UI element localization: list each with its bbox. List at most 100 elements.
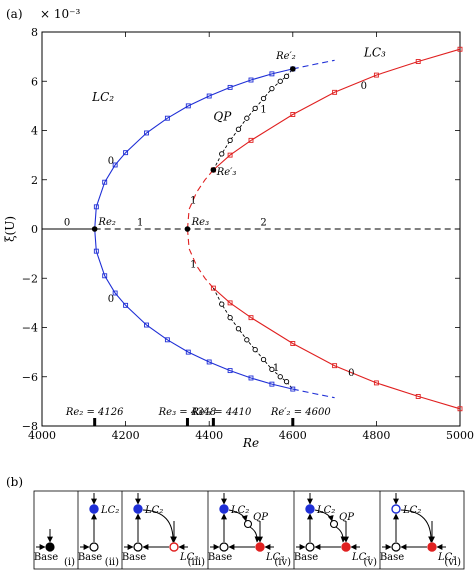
- critical-value-label: Re₃ = 4348: [158, 407, 217, 418]
- lc3-node-label: LC₃: [265, 552, 284, 563]
- qp-node: [243, 519, 253, 529]
- lc3-data-point: [415, 59, 421, 64]
- lc2-data-point: [227, 368, 233, 374]
- cell-roman-label: (iii): [188, 557, 205, 568]
- qp-data-point: [244, 115, 250, 121]
- x-tick-label: 4000: [28, 429, 56, 442]
- lc2-node: [391, 504, 401, 514]
- re3-point: [184, 226, 191, 232]
- lc2-node: [305, 504, 315, 514]
- qp-data-point: [252, 347, 258, 353]
- cell-roman-label: (v): [364, 557, 378, 568]
- lc2-lower-unstable-line: [292, 388, 335, 399]
- base-node: [391, 542, 401, 552]
- portrait-frame: [33, 490, 465, 570]
- qp-data-point: [252, 105, 258, 111]
- portrait-cell: Base LC₂ LC₃(vi): [379, 491, 461, 569]
- lc2-data-point: [93, 248, 99, 254]
- unstable-count-label: 0: [108, 294, 114, 305]
- base-node-label: Base: [380, 552, 404, 563]
- panel-b-label: (b): [6, 475, 23, 489]
- lc3-data-point: [210, 285, 216, 291]
- cell-roman-label: (iv): [274, 557, 291, 568]
- y-tick-label: −6: [22, 371, 38, 384]
- labels-layer: LC₂ LC₃ QP Re₂ Re₃ Re′₃ Re′₂ 0 1 2 0 0 1 1 0 0 1 1 Re₂ = 4…: [64, 46, 386, 426]
- lc2-node-label: LC₂: [144, 505, 163, 516]
- qp-data-point: [283, 73, 290, 79]
- qp-data-point: [269, 366, 275, 373]
- lc3-curve-label: LC₃: [363, 46, 386, 60]
- lc2-data-point: [227, 84, 233, 90]
- y-tick-label: 8: [31, 26, 38, 39]
- y-tick-label: −4: [22, 322, 38, 335]
- lc2-data-point: [102, 273, 108, 279]
- y-tick-label: 0: [31, 223, 38, 236]
- re3-prime-label: Re′₃: [216, 167, 237, 178]
- qp-lower-line: [213, 287, 294, 390]
- portrait-cell: Base LC₂ LC₃ QP (v): [293, 491, 378, 569]
- lc3-data-point: [332, 89, 338, 95]
- unstable-count-label: 2: [260, 218, 266, 229]
- lc3-data-point: [227, 300, 233, 306]
- qp-curve-label: QP: [213, 110, 232, 124]
- lc2-data-point: [123, 302, 129, 308]
- critical-value-label: Re′₃ = 4410: [190, 407, 252, 418]
- unstable-count-label: 1: [190, 259, 196, 270]
- qp-data-point: [235, 126, 242, 132]
- lc2-data-point: [185, 349, 191, 355]
- re2-label: Re₂: [97, 217, 115, 228]
- lc3-node: [427, 542, 437, 552]
- qp-data-point: [277, 78, 283, 84]
- lc2-node-label: LC₂: [100, 505, 119, 516]
- y-tick-label: 6: [31, 75, 38, 88]
- lc2-data-point: [144, 322, 149, 328]
- lc2-data-point: [164, 337, 170, 343]
- lc3-data-point: [290, 341, 296, 346]
- lc3-data-point: [248, 137, 254, 143]
- lc2-node-label: LC₂: [402, 505, 421, 516]
- unstable-count-label: 0: [361, 81, 367, 92]
- y-tick-label: −2: [22, 272, 38, 285]
- flow-arrow: [335, 526, 347, 543]
- unstable-count-label: 0: [108, 156, 114, 167]
- flow-arrow: [400, 509, 435, 543]
- lc2-data-point: [112, 162, 118, 168]
- x-tick-label: 5000: [446, 429, 474, 442]
- lc3-data-point: [373, 72, 379, 78]
- lc3-node: [341, 542, 351, 552]
- qp-data-point: [219, 301, 225, 307]
- markers-layer: [91, 46, 463, 412]
- series-layer: [42, 48, 461, 410]
- base-node: [305, 542, 315, 552]
- lc3-data-point: [248, 315, 254, 321]
- lc2-data-point: [185, 103, 191, 109]
- lc2-node-label: LC₂: [316, 505, 335, 516]
- lc2-upper-stable-line: [94, 68, 293, 230]
- unstable-count-label: 0: [348, 368, 354, 379]
- critical-value-label: Re₂ = 4126: [65, 407, 124, 418]
- lc2-node: [219, 504, 229, 514]
- lc3-node-label: LC₃: [179, 552, 198, 563]
- lc2-node-label: LC₂: [230, 505, 249, 516]
- qp-data-point: [235, 326, 242, 332]
- qp-data-point: [227, 137, 233, 144]
- lc3-node-label: LC₃: [437, 552, 456, 563]
- flow-arrow: [314, 509, 334, 522]
- lc3-data-point: [415, 394, 421, 399]
- cell-roman-label: (vi): [444, 557, 461, 568]
- qp-data-point: [260, 95, 267, 102]
- base-node: [89, 542, 99, 552]
- lc3-data-point: [373, 380, 379, 386]
- lc2-data-point: [206, 93, 212, 99]
- base-node: [133, 542, 143, 552]
- lc2-lower-stable-line: [94, 228, 293, 390]
- lc2-data-point: [102, 179, 108, 185]
- lc2-data-point: [112, 290, 118, 296]
- lc3-data-point: [457, 406, 463, 412]
- lc2-curve-label: LC₂: [91, 90, 114, 104]
- unstable-count-label: 1: [190, 195, 196, 206]
- flow-arrow: [228, 509, 248, 522]
- lc3-data-point: [290, 112, 296, 117]
- qp-node-label: QP: [253, 512, 268, 523]
